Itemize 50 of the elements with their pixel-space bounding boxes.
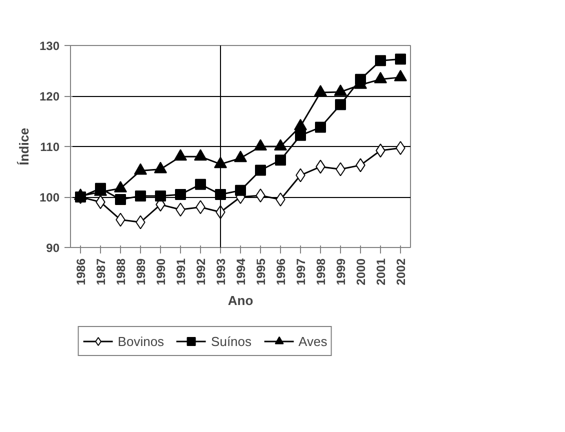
y-axis-title: Índice	[16, 128, 32, 166]
point	[115, 194, 126, 206]
y-tick-label: 100	[39, 190, 60, 204]
x-tick-label: 1990	[154, 258, 168, 286]
x-tick-label: 1988	[114, 258, 128, 286]
x-tick-label: 1998	[314, 258, 328, 286]
point	[234, 150, 247, 162]
point	[175, 188, 186, 200]
x-tick-label: 1993	[214, 258, 228, 286]
point	[315, 122, 326, 133]
point	[374, 72, 387, 84]
point	[394, 70, 407, 82]
point	[275, 154, 286, 166]
legend-label: Bovinos	[118, 334, 164, 348]
x-tick-label: 2001	[374, 258, 388, 286]
x-tick-label: 1991	[174, 258, 188, 286]
x-tick-label: 1995	[254, 258, 268, 286]
x-tick-label: 1992	[194, 258, 208, 286]
y-tick-label: 120	[39, 90, 60, 104]
x-tick-label: 1986	[74, 258, 88, 286]
point	[154, 162, 167, 174]
x-tick-label: 2002	[394, 258, 408, 286]
point	[215, 188, 226, 200]
point	[314, 85, 327, 96]
x-tick-label: 1989	[134, 258, 148, 286]
x-tick-label: 1997	[294, 258, 308, 286]
y-tick-label: 90	[46, 241, 60, 255]
y-tick-label: 130	[39, 39, 60, 53]
x-tick-label: 1994	[234, 258, 248, 286]
legend-label: Suínos	[211, 334, 252, 348]
point	[134, 163, 147, 175]
point	[295, 130, 306, 141]
point	[235, 184, 246, 196]
point	[334, 84, 347, 96]
point	[194, 149, 207, 161]
point	[294, 118, 307, 130]
x-axis-title: Ano	[228, 293, 254, 308]
point	[174, 149, 187, 161]
point	[135, 190, 146, 202]
x-tick-label: 1996	[274, 258, 288, 286]
point	[155, 190, 166, 202]
point	[254, 139, 267, 150]
x-tick-label: 1987	[94, 258, 108, 286]
x-tick-label: 1999	[334, 258, 348, 286]
y-tick-label: 110	[40, 140, 60, 154]
point	[274, 139, 287, 150]
point	[255, 164, 266, 176]
legend-label: Aves	[298, 334, 328, 348]
point	[195, 178, 206, 190]
x-tick-label: 2000	[354, 258, 368, 286]
